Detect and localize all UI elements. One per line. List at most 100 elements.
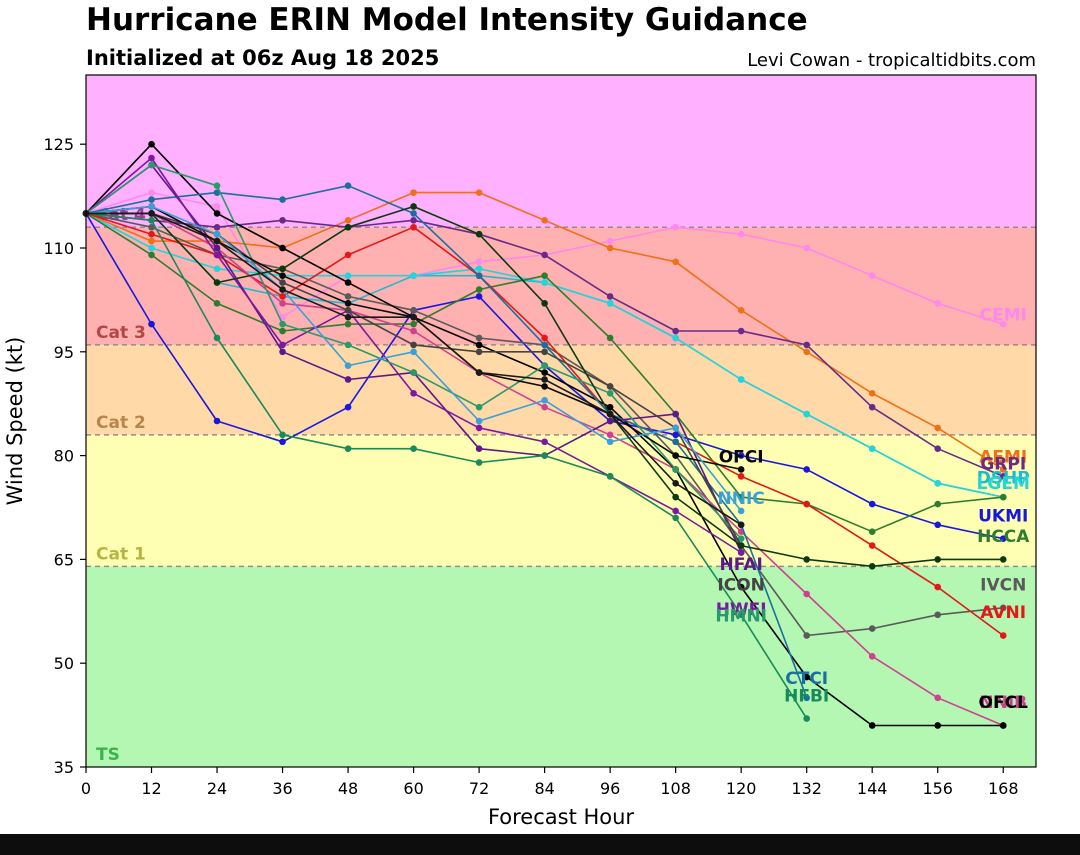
data-point-ctci xyxy=(541,341,548,349)
data-point-aemi xyxy=(475,189,483,196)
chart-subtitle: Initialized at 06z Aug 18 2025 xyxy=(86,46,440,70)
data-point-aemi xyxy=(410,189,417,196)
data-point-aemi xyxy=(737,306,745,314)
data-point-hwfi xyxy=(475,424,483,432)
data-point-lgem xyxy=(475,265,483,273)
data-point-cemi xyxy=(737,230,745,238)
data-point-hwfi xyxy=(279,341,286,349)
data-point-ukmi xyxy=(999,535,1007,542)
data-point-icon xyxy=(410,341,417,349)
data-point-nnib xyxy=(606,431,614,439)
data-point-avni xyxy=(803,500,810,508)
data-point-emxi xyxy=(410,313,417,321)
data-point-icon xyxy=(606,383,614,390)
data-point-emxi xyxy=(672,479,679,487)
data-point-hwfi xyxy=(148,154,155,162)
data-point-emxi xyxy=(737,521,745,529)
data-point-grpi xyxy=(803,341,810,349)
data-point-hfbi xyxy=(279,431,286,439)
data-point-ofcl xyxy=(934,722,942,729)
data-point-grpi xyxy=(410,217,417,224)
data-point-nnic xyxy=(213,230,221,238)
series-label-hcca: HCCA xyxy=(977,527,1030,547)
data-point-nnib xyxy=(410,327,417,335)
plot-frame xyxy=(85,74,1037,768)
data-point-ivcn xyxy=(475,334,483,342)
x-tick-label: 84 xyxy=(534,779,554,798)
data-point-ofcl xyxy=(606,403,614,411)
data-point-hcca xyxy=(868,528,876,536)
data-point-hfai xyxy=(344,376,352,383)
data-point-hmni xyxy=(737,535,745,542)
data-point-emxi xyxy=(279,286,286,293)
data-point-ukmi xyxy=(672,431,679,439)
data-point-hmni xyxy=(672,466,679,473)
data-point-lgem xyxy=(934,479,942,487)
band-label-cat-2: Cat 2 xyxy=(96,413,146,433)
y-tick-label: 110 xyxy=(43,239,74,258)
data-point-ofci xyxy=(737,466,745,473)
data-point-nnic xyxy=(541,396,548,404)
y-tick-label: 125 xyxy=(43,135,74,154)
data-point-hmni xyxy=(213,182,221,190)
data-point-hfbi xyxy=(410,445,417,452)
data-point-hfai xyxy=(672,410,679,418)
data-point-ctci xyxy=(148,196,155,203)
series-label-dshp: DSHP xyxy=(977,468,1030,488)
data-point-lgem xyxy=(672,334,679,342)
data-point-nnic xyxy=(410,348,417,356)
y-tick-label: 35 xyxy=(54,758,74,777)
series-label-nnib: NNIB xyxy=(979,693,1027,713)
data-point-hfai xyxy=(475,445,483,452)
data-point-dkg xyxy=(213,279,221,286)
y-tick-label: 80 xyxy=(54,447,74,466)
data-point-hfai xyxy=(213,244,221,252)
data-point-lgem xyxy=(803,410,810,418)
data-point-cemi xyxy=(475,258,483,266)
data-point-aemi xyxy=(148,237,155,245)
x-axis-label: Forecast Hour xyxy=(488,805,634,829)
x-tick-label: 36 xyxy=(272,779,292,798)
band-label-ts: TS xyxy=(96,745,120,765)
data-point-cemi xyxy=(934,300,942,307)
series-label-ofcl: OFCL xyxy=(979,693,1029,713)
data-point-lgem xyxy=(737,376,745,383)
data-point-grpi xyxy=(737,327,745,335)
x-tick-label: 72 xyxy=(469,779,489,798)
data-point-cemi xyxy=(606,237,614,245)
data-point-ctci xyxy=(475,272,483,279)
data-point-ctci xyxy=(410,210,417,217)
data-point-lgem xyxy=(868,445,876,452)
data-point-hmni xyxy=(541,362,548,369)
x-tick-label: 120 xyxy=(726,779,757,798)
data-point-avni xyxy=(148,230,155,238)
data-point-avni xyxy=(279,293,286,300)
data-point-dkg xyxy=(541,300,548,307)
data-point-cemi xyxy=(672,223,679,231)
data-point-ofci xyxy=(344,300,352,307)
data-point-nnic xyxy=(672,424,679,432)
y-tick-label: 65 xyxy=(54,550,74,569)
data-point-hfbi xyxy=(606,473,614,480)
data-point-icon xyxy=(344,306,352,314)
series-label-cemi: CEMI xyxy=(980,306,1027,326)
series-label-lgem: LGEM xyxy=(977,474,1030,494)
series-label-ofci: OFCI xyxy=(719,448,764,468)
series-label-ctci: CTCI xyxy=(785,669,828,689)
data-point-ukmi xyxy=(148,320,155,328)
data-point-aemi xyxy=(672,258,679,266)
data-point-dkg xyxy=(737,542,745,549)
data-point-ukmi xyxy=(737,452,745,459)
data-point-hcca xyxy=(279,327,286,335)
band-cat-4 xyxy=(86,75,1036,228)
data-point-ivcn xyxy=(999,604,1007,612)
data-point-ofcl xyxy=(475,341,483,349)
data-point-nnib xyxy=(279,300,286,307)
series-label-hfai: HFAI xyxy=(719,555,762,575)
x-tick-label: 108 xyxy=(660,779,691,798)
data-point-ofcl xyxy=(737,583,745,591)
data-point-icon xyxy=(541,348,548,356)
data-point-ivcn xyxy=(803,632,810,639)
data-point-aemi xyxy=(999,466,1007,473)
data-point-emxi xyxy=(213,237,221,245)
